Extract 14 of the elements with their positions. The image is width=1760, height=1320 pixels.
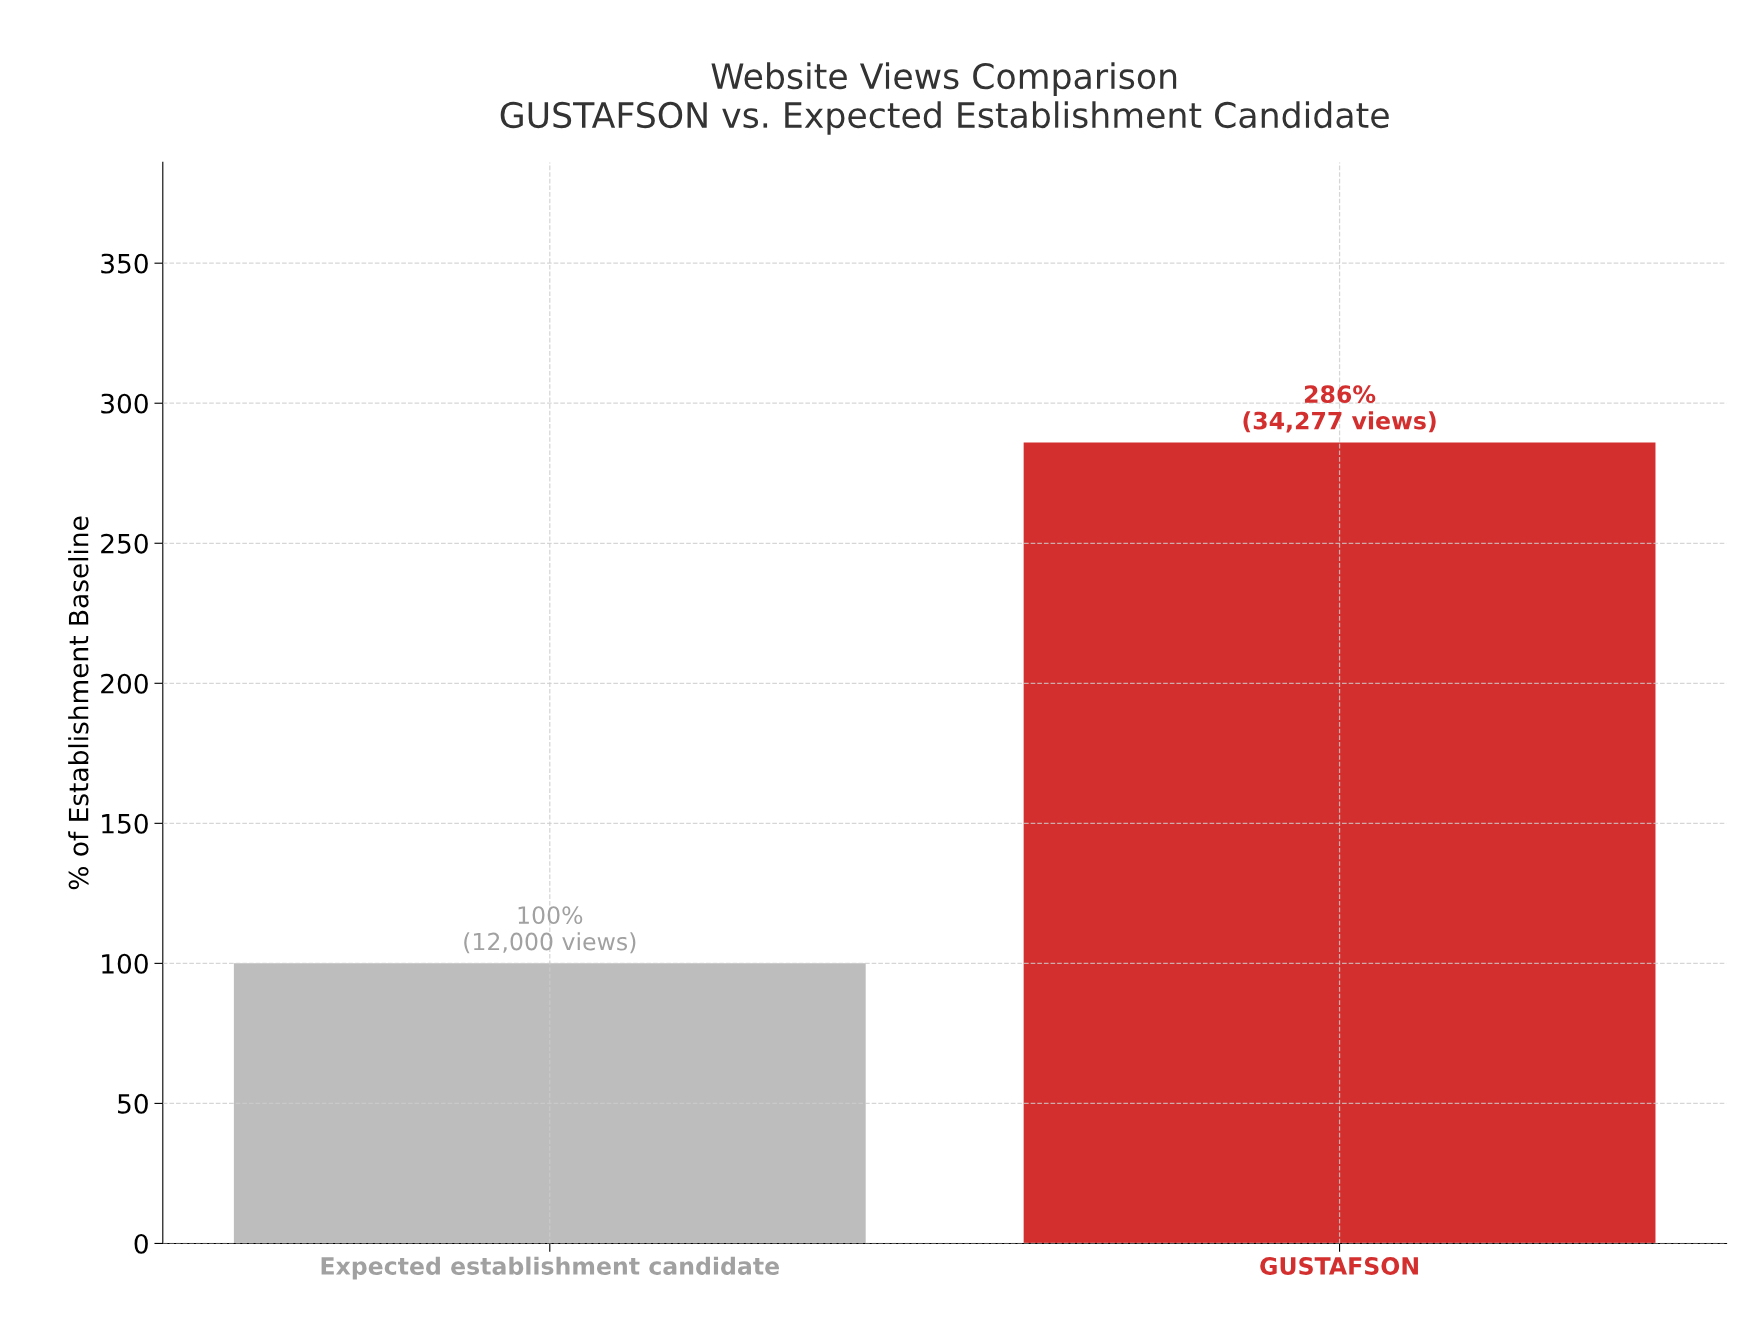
data-label: 286% (34,277 views) bbox=[1243, 385, 1436, 433]
y-tick-label: 200 bbox=[101, 673, 148, 694]
y-tick-label: 100 bbox=[102, 953, 148, 974]
y-tick-label: 150 bbox=[102, 813, 148, 834]
y-tick-label: 250 bbox=[101, 533, 148, 554]
y-tick-label: 350 bbox=[101, 253, 148, 274]
y-tick-label: 300 bbox=[101, 393, 148, 414]
chart-title: Website Views Comparison GUSTAFSON vs. Expected Establishment Candidate bbox=[500, 62, 1389, 135]
data-label: 100% (12,000 views) bbox=[464, 906, 636, 954]
x-tick-label: GUSTAFSON bbox=[1260, 1257, 1418, 1275]
x-tick-label: Expected establishment candidate bbox=[321, 1256, 780, 1280]
y-tick-label: 50 bbox=[118, 1093, 148, 1114]
y-axis-title: % of Establishment Baseline bbox=[68, 516, 89, 890]
y-tick-label: 0 bbox=[134, 1233, 148, 1254]
